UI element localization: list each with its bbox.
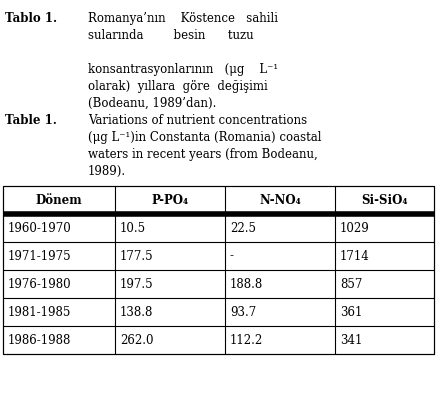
Text: 361: 361	[340, 305, 362, 318]
Text: olarak)  yıllara  göre  değişimi: olarak) yıllara göre değişimi	[88, 80, 268, 93]
Text: 1960-1970: 1960-1970	[8, 221, 72, 234]
Text: 138.8: 138.8	[120, 305, 153, 318]
Text: 857: 857	[340, 277, 362, 290]
Text: N-NO₄: N-NO₄	[259, 193, 301, 206]
Text: sularında        besin      tuzu: sularında besin tuzu	[88, 29, 253, 42]
Text: Romanya’nın    Köstence   sahili: Romanya’nın Köstence sahili	[88, 12, 278, 25]
Text: 1029: 1029	[340, 221, 370, 234]
Text: Variations of nutrient concentrations: Variations of nutrient concentrations	[88, 114, 307, 127]
Text: 1989).: 1989).	[88, 165, 126, 178]
Text: 22.5: 22.5	[230, 221, 256, 234]
Text: 1976-1980: 1976-1980	[8, 277, 72, 290]
Text: Dönem: Dönem	[36, 193, 82, 206]
Text: 112.2: 112.2	[230, 333, 263, 346]
Text: konsantrasyonlarının   (μg    L⁻¹: konsantrasyonlarının (μg L⁻¹	[88, 63, 278, 76]
Text: (Bodeanu, 1989’dan).: (Bodeanu, 1989’dan).	[88, 97, 216, 110]
Text: -: -	[230, 249, 234, 262]
Bar	[3, 186, 434, 354]
Text: Si-SiO₄: Si-SiO₄	[361, 193, 408, 206]
Text: 197.5: 197.5	[120, 277, 154, 290]
Text: (μg L⁻¹)in Constanta (Romania) coastal: (μg L⁻¹)in Constanta (Romania) coastal	[88, 131, 322, 144]
Text: Table 1.: Table 1.	[5, 114, 57, 127]
Text: 10.5: 10.5	[120, 221, 146, 234]
Text: 341: 341	[340, 333, 362, 346]
Text: P-PO₄: P-PO₄	[152, 193, 188, 206]
Text: 93.7: 93.7	[230, 305, 256, 318]
Text: Tablo 1.: Tablo 1.	[5, 12, 57, 25]
Text: 188.8: 188.8	[230, 277, 263, 290]
Text: 262.0: 262.0	[120, 333, 153, 346]
Text: 177.5: 177.5	[120, 249, 154, 262]
Text: 1714: 1714	[340, 249, 370, 262]
Text: 1971-1975: 1971-1975	[8, 249, 72, 262]
Text: 1986-1988: 1986-1988	[8, 333, 71, 346]
Text: waters in recent years (from Bodeanu,: waters in recent years (from Bodeanu,	[88, 148, 318, 161]
Text: 1981-1985: 1981-1985	[8, 305, 71, 318]
